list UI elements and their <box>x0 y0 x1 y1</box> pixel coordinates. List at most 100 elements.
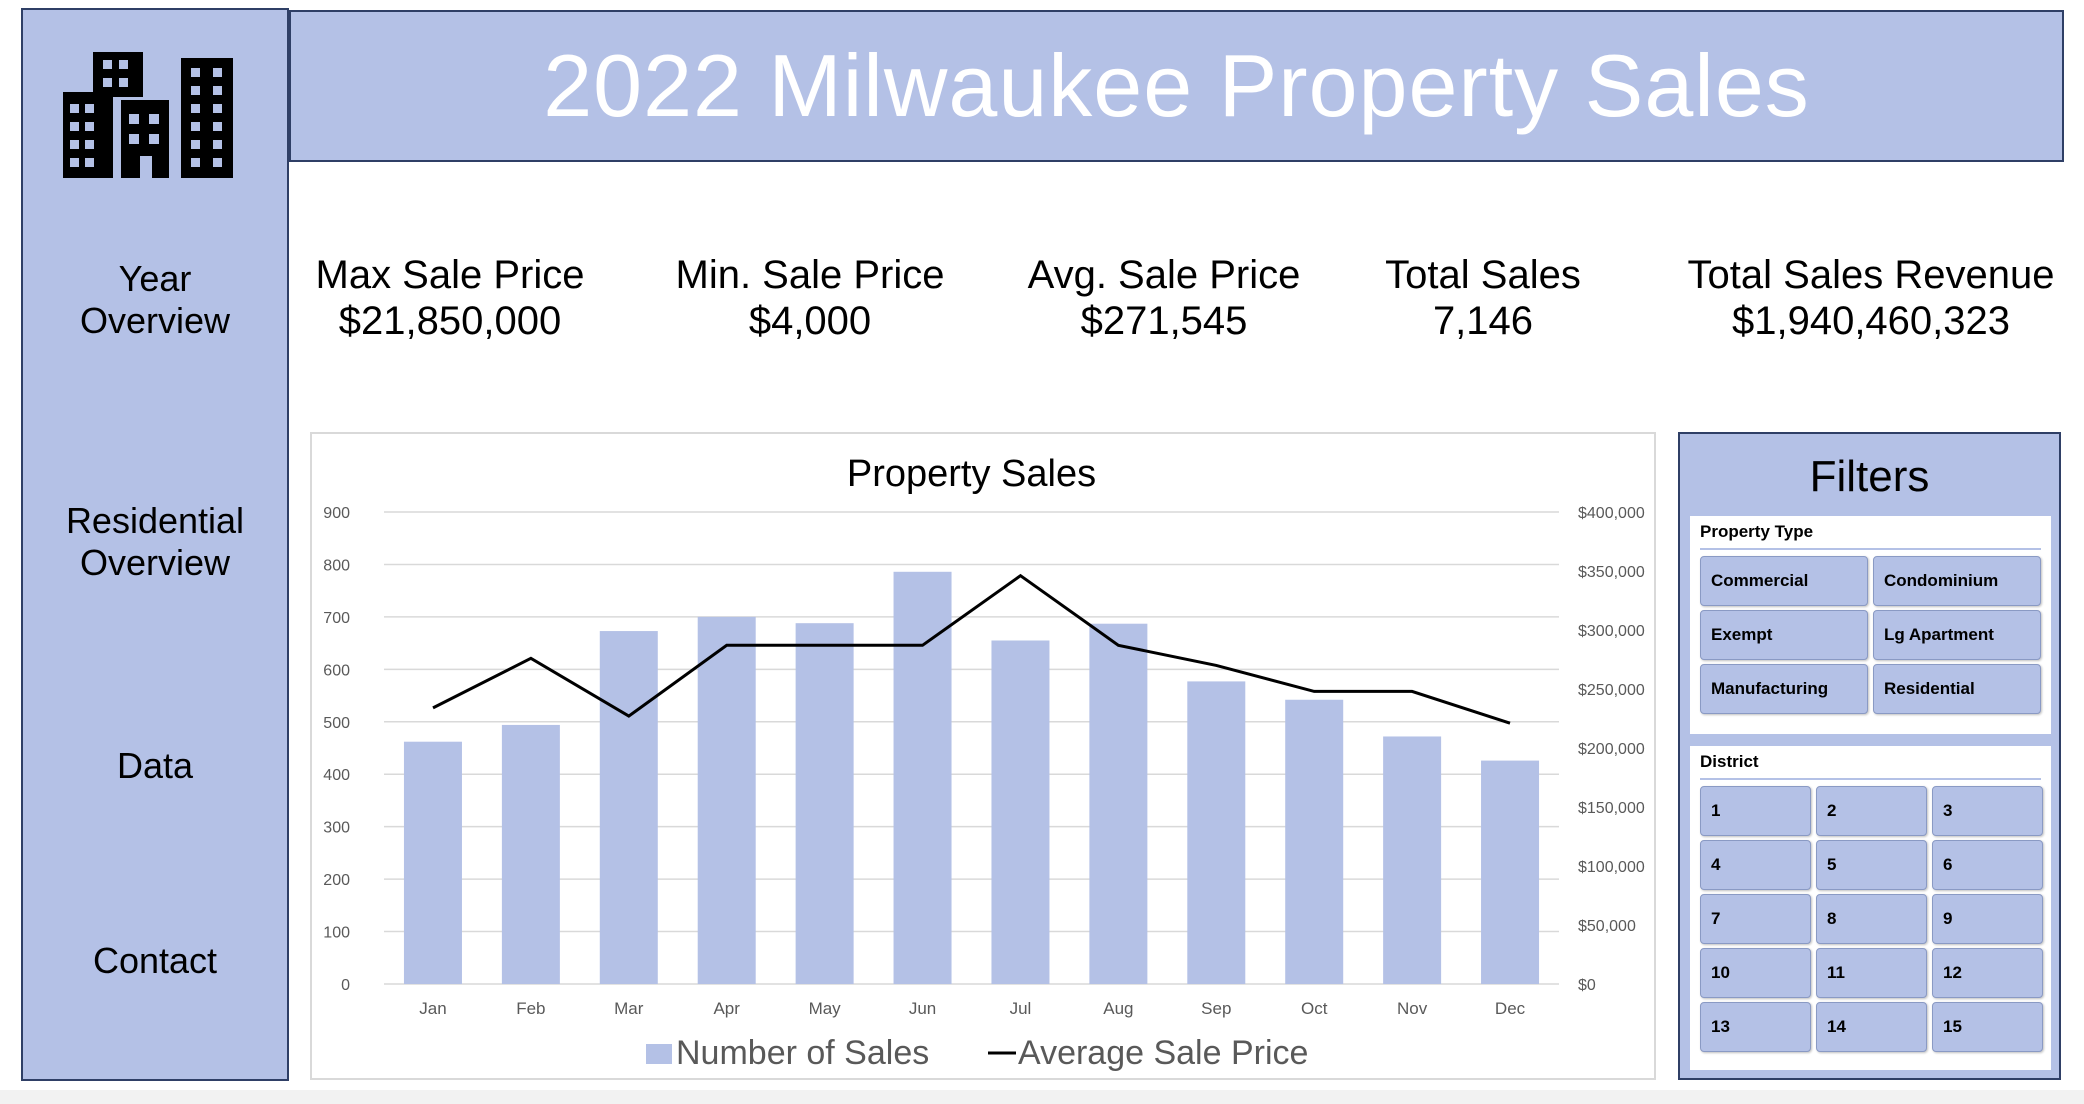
kpi-value: $4,000 <box>748 299 872 343</box>
y-left-tick-label: 400 <box>323 767 350 784</box>
filter-district-1[interactable]: 1 <box>1700 786 1811 836</box>
x-tick-label: Oct <box>1301 999 1328 1018</box>
kpi-label: Max Sale Price <box>315 253 585 297</box>
filter-district-4[interactable]: 4 <box>1700 840 1811 890</box>
bar-sep <box>1187 681 1246 984</box>
kpi-min-sale-price: Min. Sale Price $4,000 <box>668 252 952 344</box>
kpi-total-sales: Total Sales 7,146 <box>1380 252 1586 344</box>
bar-feb <box>501 724 560 984</box>
filter-district-10[interactable]: 10 <box>1700 948 1811 998</box>
filter-condominium[interactable]: Condominium <box>1873 556 2041 606</box>
x-tick-label: Jul <box>1010 999 1032 1018</box>
x-tick-label: Aug <box>1103 999 1133 1018</box>
slicer-title: Property Type <box>1700 522 1814 541</box>
x-tick-label: May <box>809 999 842 1018</box>
kpi-max-sale-price: Max Sale Price $21,850,000 <box>312 252 588 344</box>
filter-district-3[interactable]: 3 <box>1932 786 2043 836</box>
chart-canvas: Property Sales 0 100 200 300 400 500 600 700 800 9… <box>323 453 1645 1072</box>
kpi-value: $1,940,460,323 <box>1731 299 2011 343</box>
x-tick-label: Mar <box>614 999 644 1018</box>
filter-district-7[interactable]: 7 <box>1700 894 1811 944</box>
filter-district-13[interactable]: 13 <box>1700 1002 1811 1052</box>
y-left-tick-label: 300 <box>323 820 350 837</box>
bar-oct <box>1285 699 1344 984</box>
y-right-tick-label: $0 <box>1578 977 1596 994</box>
kpi-value: 7,146 <box>1432 299 1534 343</box>
slicer-divider <box>1700 778 2041 780</box>
x-tick-label: Jan <box>419 999 446 1018</box>
bar-dec <box>1481 760 1540 984</box>
filter-district-15[interactable]: 15 <box>1932 1002 2043 1052</box>
header-banner: 2022 Milwaukee Property Sales <box>289 10 2064 162</box>
nav-data[interactable]: Data <box>116 745 194 786</box>
y-left-tick-label: 600 <box>323 662 350 679</box>
sidebar: Year Overview Residential Overview Data … <box>21 8 289 1081</box>
y-left-tick-label: 100 <box>323 925 350 942</box>
y-right-tick-label: $250,000 <box>1578 682 1645 699</box>
property-sales-chart: Property Sales 0 100 200 300 400 500 600 700 800 9… <box>310 432 1656 1080</box>
filter-residential[interactable]: Residential <box>1873 664 2041 714</box>
x-tick-label: Nov <box>1397 999 1428 1018</box>
page-title: 2022 Milwaukee Property Sales <box>543 36 1810 135</box>
filter-district-14[interactable]: 14 <box>1816 1002 1927 1052</box>
bar-mar <box>599 631 658 984</box>
filter-district-11[interactable]: 11 <box>1816 948 1927 998</box>
bar-nov <box>1383 736 1442 984</box>
y-left-tick-label: 700 <box>323 610 350 627</box>
filter-manufacturing[interactable]: Manufacturing <box>1700 664 1868 714</box>
kpi-total-sales-revenue: Total Sales Revenue $1,940,460,323 <box>1676 252 2066 344</box>
bar-may <box>795 623 854 984</box>
filter-district-5[interactable]: 5 <box>1816 840 1927 890</box>
y-right-tick-label: $100,000 <box>1578 859 1645 876</box>
x-tick-label: Jun <box>909 999 936 1018</box>
average-sale-price-line <box>432 573 1511 725</box>
legend-label-number-of-sales: Number of Sales <box>676 1034 929 1072</box>
y-right-tick-label: $400,000 <box>1578 505 1645 522</box>
kpi-label: Min. Sale Price <box>675 253 945 297</box>
x-tick-label: Sep <box>1201 999 1231 1018</box>
filter-exempt[interactable]: Exempt <box>1700 610 1868 660</box>
bar-jun <box>893 571 952 984</box>
y-left-tick-label: 800 <box>323 557 350 574</box>
filter-district-9[interactable]: 9 <box>1932 894 2043 944</box>
kpi-label: Total Sales Revenue <box>1687 253 2055 297</box>
filter-district-2[interactable]: 2 <box>1816 786 1927 836</box>
kpi-value: $271,545 <box>1080 299 1248 343</box>
kpi-avg-sale-price: Avg. Sale Price $271,545 <box>1022 252 1306 344</box>
legend-swatch-number-of-sales <box>646 1044 672 1064</box>
filters-panel: Filters Property Type Commercial Condomi… <box>1678 432 2061 1080</box>
y-left-tick-label: 500 <box>323 715 350 732</box>
district-slicer: District 1 2 3 4 5 6 7 8 9 10 11 12 13 14 15 <box>1690 746 2051 1070</box>
filter-district-12[interactable]: 12 <box>1932 948 2043 998</box>
y-right-tick-label: $150,000 <box>1578 800 1645 817</box>
nav-residential-overview[interactable]: Residential Overview <box>65 500 245 583</box>
nav-year-overview[interactable]: Year Overview <box>79 258 231 341</box>
bar-aug <box>1089 623 1148 984</box>
chart-title: Property Sales <box>847 453 1096 495</box>
slicer-divider <box>1700 548 2041 550</box>
y-right-tick-label: $200,000 <box>1578 741 1645 758</box>
y-left-tick-label: 900 <box>323 505 350 522</box>
building-icon <box>63 52 233 178</box>
y-right-tick-label: $50,000 <box>1578 918 1636 935</box>
y-left-tick-label: 200 <box>323 872 350 889</box>
x-tick-label: Feb <box>516 999 545 1018</box>
bar-jan <box>403 741 462 984</box>
filter-district-8[interactable]: 8 <box>1816 894 1927 944</box>
y-right-tick-label: $350,000 <box>1578 564 1645 581</box>
y-right-tick-label: $300,000 <box>1578 623 1645 640</box>
x-tick-label: Dec <box>1495 999 1526 1018</box>
filter-lg-apartment[interactable]: Lg Apartment <box>1873 610 2041 660</box>
bar-apr <box>697 616 756 984</box>
kpi-label: Total Sales <box>1385 253 1581 297</box>
filter-commercial[interactable]: Commercial <box>1700 556 1868 606</box>
filter-district-6[interactable]: 6 <box>1932 840 2043 890</box>
slicer-title: District <box>1700 752 1759 771</box>
nav-contact[interactable]: Contact <box>92 940 218 981</box>
kpi-value: $21,850,000 <box>338 299 562 343</box>
kpi-label: Avg. Sale Price <box>1027 253 1301 297</box>
x-tick-label: Apr <box>713 999 740 1018</box>
bar-jul <box>991 640 1050 984</box>
legend-label-average-sale-price: Average Sale Price <box>1018 1034 1308 1072</box>
filters-title: Filters <box>1809 452 1930 501</box>
